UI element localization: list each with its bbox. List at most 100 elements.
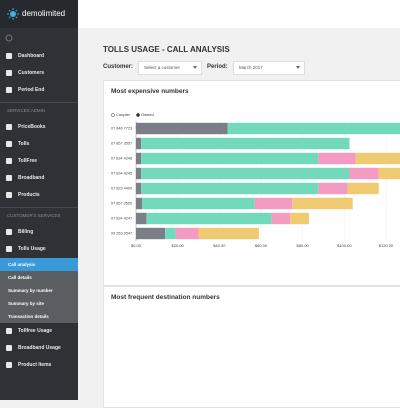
menu-icon bbox=[6, 70, 12, 76]
select-caret bbox=[193, 66, 197, 69]
menu-icon bbox=[6, 328, 12, 334]
y-tick-label: 07 834 4245 bbox=[111, 172, 132, 176]
legend-marker bbox=[136, 113, 140, 117]
select-caret bbox=[296, 66, 300, 69]
menu-icon bbox=[6, 362, 12, 368]
logo-bar: demolimited bbox=[0, 0, 78, 28]
menu-item[interactable]: Products bbox=[0, 187, 78, 204]
y-tick-label: 07 823 4400 bbox=[111, 187, 132, 191]
bar bbox=[198, 227, 259, 240]
x-tick-label: $100.00 bbox=[337, 243, 352, 248]
select[interactable]: Select a customer bbox=[138, 61, 202, 75]
menu-icon bbox=[6, 175, 12, 181]
bar bbox=[136, 212, 147, 225]
menu-label: Customers bbox=[18, 70, 45, 76]
menu-item[interactable]: PriceBooks bbox=[0, 119, 78, 136]
menu-item[interactable]: Period End bbox=[0, 82, 78, 99]
submenu-item[interactable]: Summary by number bbox=[0, 284, 78, 297]
logo-icon bbox=[7, 8, 19, 20]
menu-icon bbox=[6, 124, 12, 130]
menu-label: Broadband Usage bbox=[18, 345, 61, 351]
menu-item[interactable]: Broadband Usage bbox=[0, 340, 78, 357]
bar bbox=[227, 122, 400, 135]
menu-label: Tollfree Usage bbox=[18, 328, 53, 334]
menu-item[interactable]: Billing bbox=[0, 224, 78, 241]
bar bbox=[318, 182, 348, 195]
submenu-item[interactable]: Transaction details bbox=[0, 310, 78, 323]
bar bbox=[347, 182, 379, 195]
bar bbox=[292, 197, 353, 210]
menu-label: TollFree bbox=[18, 158, 38, 164]
menu-icon bbox=[6, 87, 12, 93]
page-title: TOLLS USAGE - CALL ANALYSIS bbox=[103, 45, 230, 54]
section-heading: SERVICES ADMIN bbox=[7, 108, 46, 113]
menu-item[interactable]: TollFree bbox=[0, 153, 78, 170]
menu-icon bbox=[6, 229, 12, 235]
bar bbox=[378, 167, 400, 180]
menu-item[interactable]: Product Items bbox=[0, 357, 78, 374]
collapse-icon[interactable] bbox=[5, 34, 13, 42]
submenu-item[interactable]: Call details bbox=[0, 271, 78, 284]
y-tick-label: 07 834 4247 bbox=[111, 217, 132, 221]
y-tick-label: 07 846 7723 bbox=[111, 127, 132, 131]
bar bbox=[146, 212, 272, 225]
legend-label: Owned bbox=[141, 112, 154, 117]
bar bbox=[136, 182, 142, 195]
menu-label: Period End bbox=[18, 87, 45, 93]
sidebar: demolimited Dashboard Customers Period End… bbox=[0, 0, 78, 400]
bar bbox=[141, 182, 319, 195]
menu-label: Dashboard bbox=[18, 53, 45, 59]
y-tick-label: 07 834 4246 bbox=[111, 157, 132, 161]
legend-label: Coupler bbox=[116, 112, 131, 117]
x-tick-label: $20.00 bbox=[172, 243, 185, 248]
menu-label: Product Items bbox=[18, 362, 52, 368]
bar bbox=[254, 197, 293, 210]
bar bbox=[318, 152, 356, 165]
submenu-item[interactable]: Call analysis bbox=[0, 258, 78, 271]
panel: Most expensive numbers $0.00 $20.00 $40.00… bbox=[103, 80, 400, 286]
bar bbox=[290, 212, 309, 225]
select[interactable]: March 2017 bbox=[233, 61, 305, 75]
bar bbox=[136, 122, 228, 135]
legend-marker bbox=[111, 113, 115, 117]
bar bbox=[136, 227, 166, 240]
x-tick-label: $60.00 bbox=[255, 243, 268, 248]
menu-item[interactable]: Broadband bbox=[0, 170, 78, 187]
panel-title: Most expensive numbers bbox=[111, 88, 189, 95]
menu-label: Broadband bbox=[18, 175, 45, 181]
select-value: Select a customer bbox=[144, 65, 181, 70]
submenu-item[interactable]: Summary by site bbox=[0, 297, 78, 310]
divider bbox=[0, 102, 78, 103]
menu-label: Tolls bbox=[18, 141, 30, 147]
menu-item[interactable]: Tolls bbox=[0, 136, 78, 153]
bar bbox=[136, 152, 142, 165]
bar bbox=[355, 152, 400, 165]
menu-label: Billing bbox=[18, 229, 34, 235]
bar bbox=[271, 212, 291, 225]
x-tick-label: $40.00 bbox=[213, 243, 226, 248]
bar bbox=[136, 167, 142, 180]
menu-item[interactable]: Tolls Usage bbox=[0, 241, 78, 258]
filter-label: Customer: bbox=[103, 64, 134, 70]
menu-icon bbox=[6, 53, 12, 59]
bar bbox=[136, 137, 142, 150]
y-tick-label: 07 857 3550 bbox=[111, 202, 132, 206]
menu-item[interactable]: Customers bbox=[0, 65, 78, 82]
menu-label: PriceBooks bbox=[18, 124, 46, 130]
y-tick-label: 07 857 3557 bbox=[111, 142, 132, 146]
bar bbox=[175, 227, 199, 240]
menu-icon bbox=[6, 158, 12, 164]
menu-item[interactable]: Tollfree Usage bbox=[0, 323, 78, 340]
bar bbox=[349, 167, 379, 180]
bar bbox=[141, 167, 350, 180]
menu-icon bbox=[6, 141, 12, 147]
menu-item[interactable]: Dashboard bbox=[0, 48, 78, 65]
panel: Most frequent destination numbers bbox=[103, 286, 400, 408]
bar bbox=[136, 197, 143, 210]
bar bbox=[141, 152, 319, 165]
section-heading: CUSTOMER'S SERVICES bbox=[7, 213, 61, 218]
bar bbox=[141, 137, 350, 150]
menu-icon bbox=[6, 246, 12, 252]
logo-text: demolimited bbox=[22, 9, 66, 18]
